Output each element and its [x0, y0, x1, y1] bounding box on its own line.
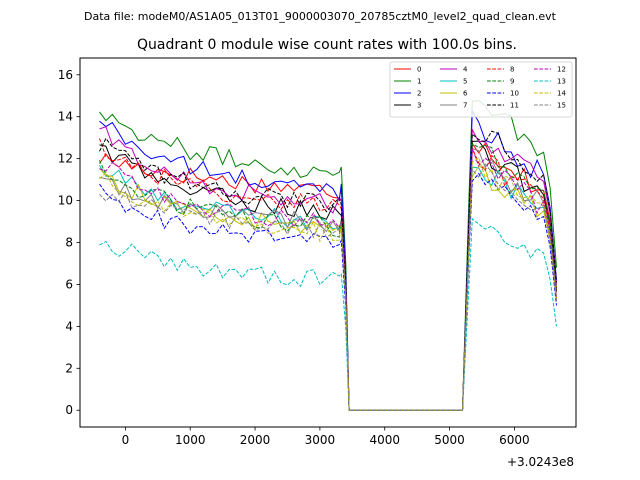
- legend-label-4: 4: [463, 66, 468, 74]
- x-tick-label: 4000: [369, 433, 400, 447]
- legend-label-5: 5: [463, 78, 467, 86]
- y-tick-label: 14: [58, 110, 73, 124]
- legend-label-11: 11: [510, 102, 519, 110]
- series-line-6: [99, 165, 557, 411]
- series-line-9: [99, 142, 557, 411]
- legend-label-6: 6: [463, 90, 468, 98]
- series-layer: [99, 100, 557, 411]
- legend-label-9: 9: [510, 78, 514, 86]
- legend-label-2: 2: [417, 90, 421, 98]
- series-line-3: [99, 140, 557, 411]
- series-line-15: [99, 163, 557, 411]
- chart-suptitle: Data file: modeM0/AS1A05_013T01_90000030…: [84, 10, 557, 23]
- legend-label-10: 10: [510, 90, 519, 98]
- series-line-4: [99, 126, 557, 411]
- series-line-12: [99, 148, 557, 411]
- series-line-11: [99, 130, 557, 411]
- legend-label-14: 14: [557, 90, 566, 98]
- series-line-10: [99, 172, 557, 411]
- legend-label-8: 8: [510, 66, 514, 74]
- legend-label-1: 1: [417, 78, 421, 86]
- x-tick-label: 1000: [175, 433, 206, 447]
- x-offset-label: +3.0243e8: [507, 455, 574, 469]
- y-tick-label: 2: [65, 361, 73, 375]
- y-tick-label: 8: [65, 236, 73, 250]
- y-tick-label: 6: [65, 277, 73, 291]
- legend-label-0: 0: [417, 66, 421, 74]
- x-tick-label: 3000: [305, 433, 336, 447]
- series-line-8: [99, 138, 557, 411]
- legend-label-15: 15: [557, 102, 566, 110]
- x-tick-label: 5000: [434, 433, 465, 447]
- y-tick-label: 4: [65, 319, 73, 333]
- series-line-13: [99, 217, 557, 411]
- chart-title: Quadrant 0 module wise count rates with …: [137, 37, 517, 53]
- legend-box: [389, 61, 573, 118]
- legend-label-12: 12: [557, 66, 566, 74]
- x-tick-label: 2000: [240, 433, 271, 447]
- series-line-0: [99, 142, 557, 411]
- y-tick-label: 10: [58, 194, 73, 208]
- series-line-14: [99, 156, 557, 411]
- series-line-7: [99, 147, 557, 411]
- legend-label-7: 7: [463, 102, 467, 110]
- series-line-5: [99, 165, 557, 411]
- x-tick-label: 6000: [499, 433, 530, 447]
- legend-label-3: 3: [417, 102, 421, 110]
- legend-label-13: 13: [557, 78, 566, 86]
- x-tick-label: 0: [122, 433, 130, 447]
- y-tick-label: 16: [58, 68, 73, 82]
- series-line-2: [99, 109, 557, 411]
- y-tick-label: 12: [58, 152, 73, 166]
- y-tick-label: 0: [65, 403, 73, 417]
